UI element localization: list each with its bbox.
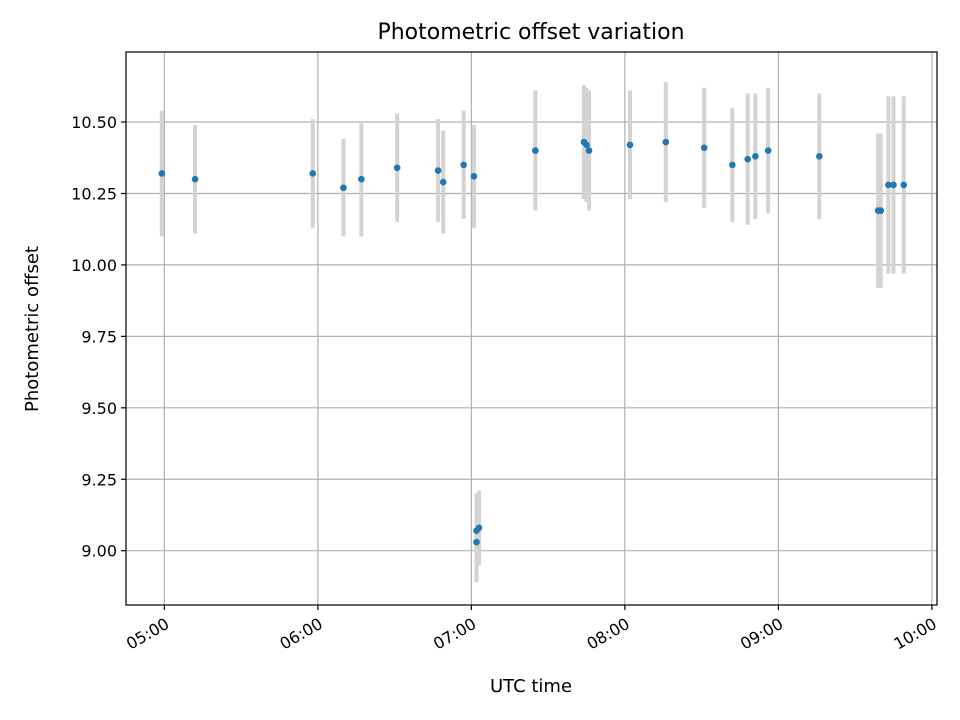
data-point <box>158 170 166 177</box>
y-tick-label: 9.25 <box>81 470 117 489</box>
data-point <box>816 153 823 160</box>
data-point <box>885 181 892 189</box>
data-point <box>662 138 670 146</box>
y-axis-ticks: 9.00 9.25 9.50 9.75 10.00 10.25 10.50 <box>71 113 126 561</box>
data-point <box>358 175 365 183</box>
x-axis-ticks: 05:00 06:00 07:00 08:00 09:00 10:00 <box>123 605 940 654</box>
data-point <box>752 153 759 160</box>
y-tick-label: 9.75 <box>81 327 117 346</box>
x-tick-label: 05:00 <box>123 614 172 654</box>
data-point <box>585 147 593 154</box>
chart-title: Photometric offset variation <box>377 20 684 45</box>
data-point <box>460 161 468 169</box>
x-tick-label: 06:00 <box>276 614 325 654</box>
data-point <box>475 524 483 532</box>
data-point <box>470 173 478 180</box>
data-point <box>532 147 539 154</box>
data-point <box>473 538 480 546</box>
data-point <box>900 181 908 189</box>
data-point <box>764 147 772 154</box>
data-point <box>877 207 885 214</box>
grid-lines <box>126 52 937 605</box>
data-point <box>393 164 401 172</box>
data-point <box>700 144 708 152</box>
data-point <box>309 170 317 177</box>
y-tick-label: 10.00 <box>71 256 117 275</box>
x-tick-label: 07:00 <box>430 614 479 654</box>
data-point <box>583 141 590 149</box>
data-point <box>890 181 897 189</box>
error-bars <box>159 82 906 583</box>
x-tick-label: 10:00 <box>890 614 939 654</box>
y-tick-label: 9.00 <box>81 542 117 561</box>
x-tick-label: 09:00 <box>737 614 786 654</box>
y-axis-label: Photometric offset <box>22 246 43 412</box>
data-point <box>626 141 634 149</box>
data-points <box>158 138 908 546</box>
plot-area-frame <box>125 51 938 606</box>
data-point <box>744 155 751 163</box>
data-point <box>191 175 199 183</box>
y-tick-label: 10.50 <box>71 113 117 132</box>
x-axis-label: UTC time <box>490 676 572 697</box>
data-point <box>729 161 736 169</box>
y-tick-label: 9.50 <box>81 399 117 418</box>
data-point <box>340 184 347 192</box>
y-tick-label: 10.25 <box>71 184 117 203</box>
data-point <box>434 167 442 174</box>
x-tick-label: 08:00 <box>583 614 632 654</box>
data-point <box>439 178 447 186</box>
